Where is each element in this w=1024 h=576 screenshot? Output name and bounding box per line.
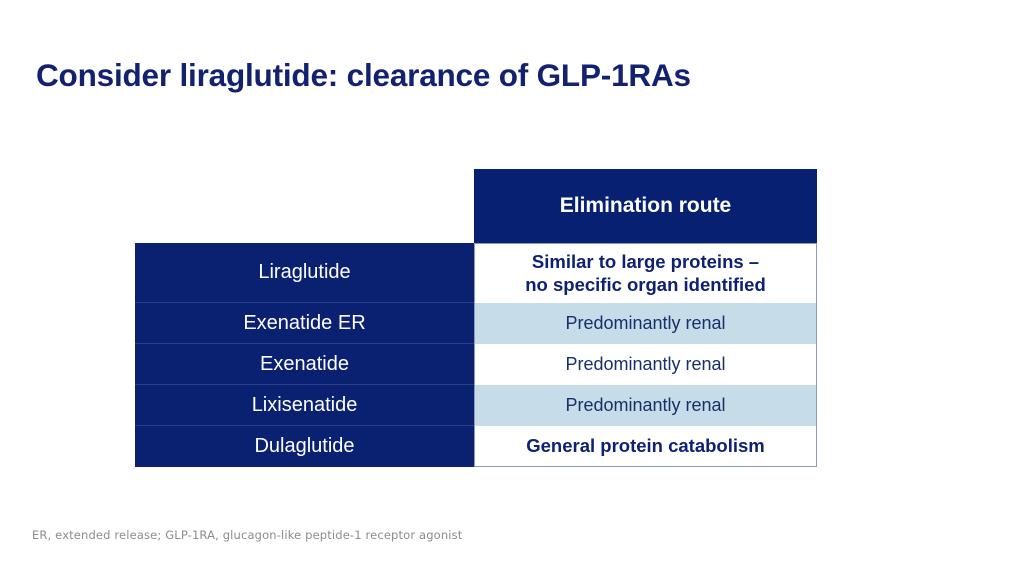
drug-name-lixisenatide: Lixisenatide <box>135 385 474 426</box>
drug-name-liraglutide: Liraglutide <box>135 243 474 303</box>
table-header-cell-drug <box>135 169 474 243</box>
elimination-route-table: Elimination route Liraglutide Similar to… <box>135 169 817 469</box>
drug-name-exenatide: Exenatide <box>135 344 474 385</box>
table-header-row: Elimination route <box>135 169 817 243</box>
table-row: Exenatide ER Predominantly renal <box>135 303 817 344</box>
route-line-2: no specific organ identified <box>525 273 766 295</box>
table-row: Exenatide Predominantly renal <box>135 344 817 385</box>
drug-name-dulaglutide: Dulaglutide <box>135 426 474 467</box>
footnote-abbreviations: ER, extended release; GLP-1RA, glucagon-… <box>32 528 463 542</box>
drug-name-exenatide-er: Exenatide ER <box>135 303 474 344</box>
route-line-1: Similar to large proteins – <box>531 250 760 272</box>
table-row: Lixisenatide Predominantly renal <box>135 385 817 426</box>
table-header-cell-elimination-route: Elimination route <box>474 169 817 243</box>
elimination-route-liraglutide: Similar to large proteins – no specific … <box>474 243 817 303</box>
elimination-route-exenatide-er: Predominantly renal <box>474 303 817 344</box>
table-row: Liraglutide Similar to large proteins – … <box>135 243 817 303</box>
table-row: Dulaglutide General protein catabolism <box>135 426 817 467</box>
page-title: Consider liraglutide: clearance of GLP-1… <box>36 57 691 93</box>
elimination-route-dulaglutide: General protein catabolism <box>474 426 817 467</box>
elimination-route-exenatide: Predominantly renal <box>474 344 817 385</box>
elimination-route-lixisenatide: Predominantly renal <box>474 385 817 426</box>
